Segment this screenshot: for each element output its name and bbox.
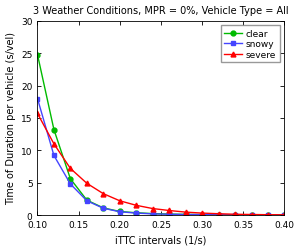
severe <box>250 213 253 216</box>
snowy <box>200 213 204 216</box>
severe <box>266 213 270 216</box>
Y-axis label: Time of Duration per vehicle (s/vel): Time of Duration per vehicle (s/vel) <box>6 32 16 205</box>
Line: snowy: snowy <box>35 97 287 218</box>
snowy <box>134 212 138 215</box>
severe <box>85 182 89 185</box>
clear <box>283 214 286 216</box>
snowy <box>118 210 122 214</box>
Legend: clear, snowy, severe: clear, snowy, severe <box>221 26 280 63</box>
snowy <box>266 214 270 216</box>
clear <box>200 213 204 216</box>
snowy <box>217 214 220 216</box>
Line: severe: severe <box>35 112 287 218</box>
severe <box>283 214 286 216</box>
Line: clear: clear <box>35 53 287 218</box>
snowy <box>36 98 39 101</box>
severe <box>52 143 56 146</box>
snowy <box>233 214 237 216</box>
severe <box>69 167 72 170</box>
severe <box>167 209 171 212</box>
severe <box>233 213 237 216</box>
clear <box>85 199 89 202</box>
severe <box>217 212 220 216</box>
clear <box>101 206 105 210</box>
clear <box>250 214 253 216</box>
clear <box>184 213 188 216</box>
snowy <box>151 212 154 216</box>
severe <box>184 211 188 214</box>
severe <box>200 212 204 215</box>
snowy <box>69 183 72 186</box>
clear <box>217 213 220 216</box>
snowy <box>283 214 286 216</box>
clear <box>266 214 270 216</box>
snowy <box>250 214 253 216</box>
snowy <box>52 154 56 157</box>
severe <box>118 200 122 202</box>
severe <box>151 207 154 210</box>
Title: 3 Weather Conditions, MPR = 0%, Vehicle Type = All: 3 Weather Conditions, MPR = 0%, Vehicle … <box>33 6 289 16</box>
severe <box>36 112 39 116</box>
snowy <box>167 213 171 216</box>
clear <box>52 128 56 132</box>
clear <box>134 212 138 214</box>
clear <box>151 212 154 215</box>
clear <box>233 214 237 216</box>
snowy <box>101 207 105 210</box>
clear <box>167 213 171 216</box>
clear <box>69 178 72 180</box>
severe <box>101 192 105 196</box>
snowy <box>85 200 89 202</box>
clear <box>118 210 122 213</box>
snowy <box>184 213 188 216</box>
X-axis label: iTTC intervals (1/s): iTTC intervals (1/s) <box>115 234 207 244</box>
clear <box>36 54 39 57</box>
severe <box>134 204 138 207</box>
